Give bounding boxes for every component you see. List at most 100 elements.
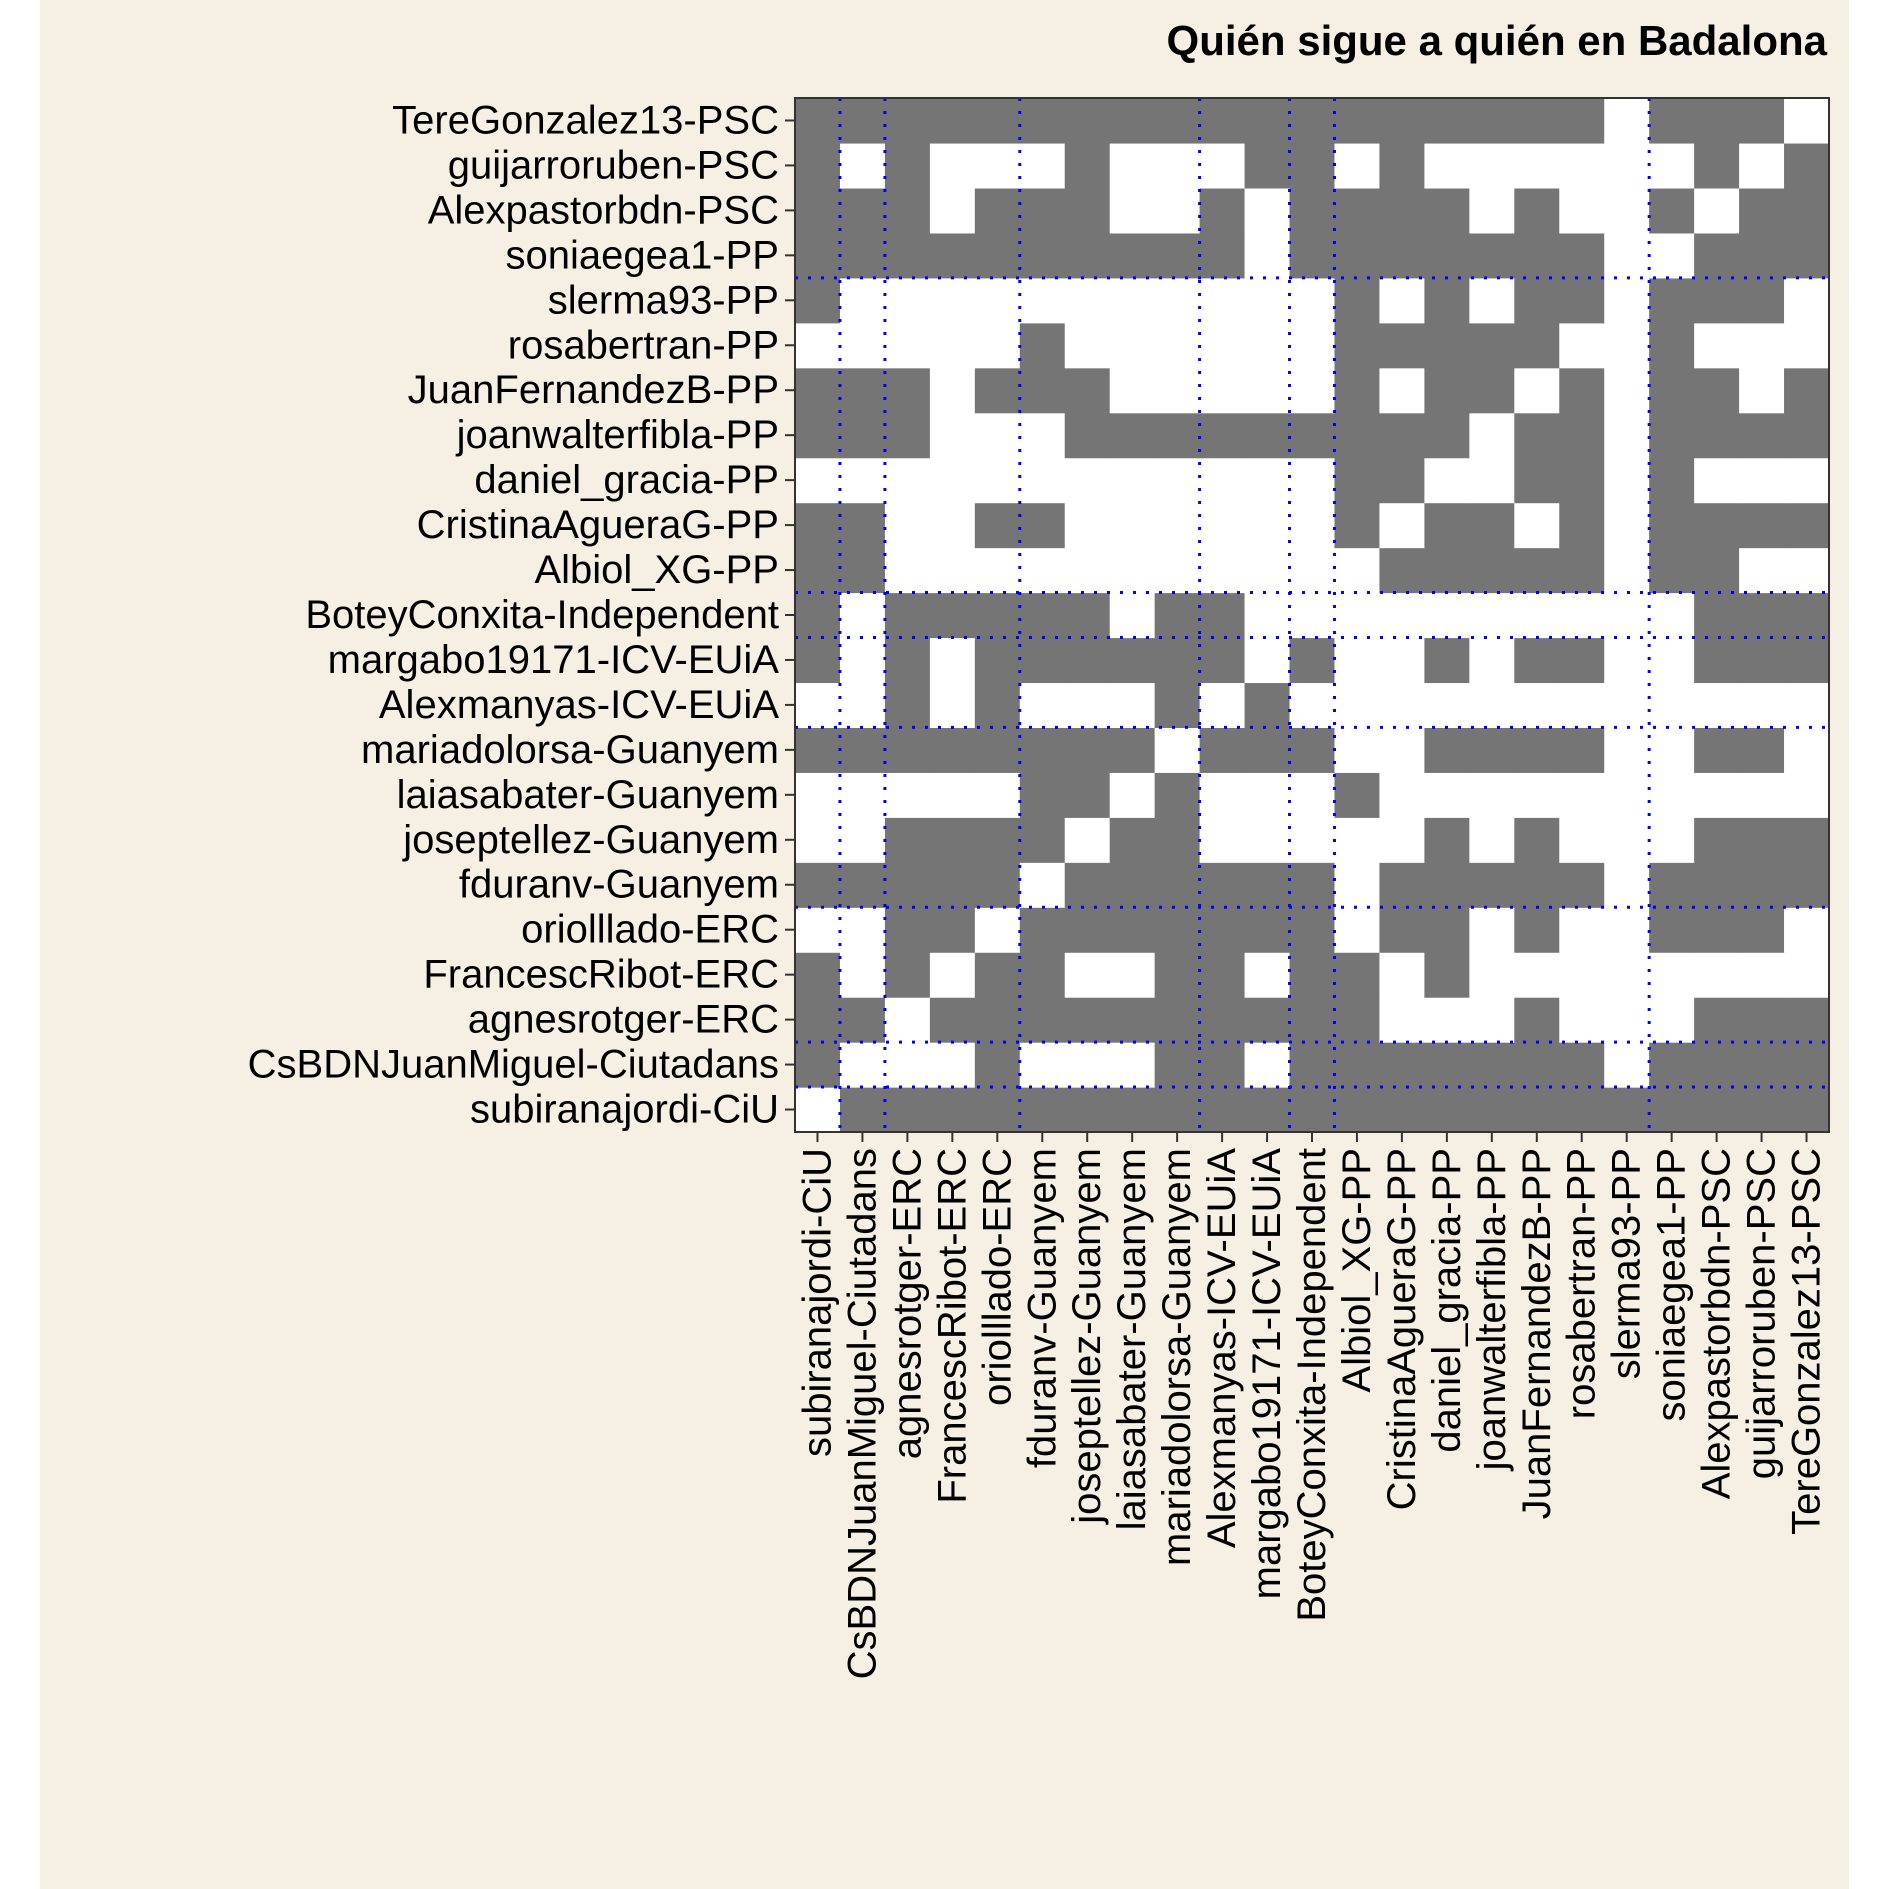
heatmap-cell [1694, 862, 1740, 908]
heatmap-cell [1469, 727, 1515, 773]
heatmap-cell [1244, 817, 1291, 863]
heatmap-cell [1784, 367, 1830, 414]
heatmap-cell [1244, 772, 1291, 818]
heatmap-cell [974, 682, 1021, 728]
heatmap-cell [839, 727, 886, 773]
heatmap-cell [795, 637, 841, 684]
heatmap-cell [1244, 907, 1291, 953]
x-tick-label: agnesrotger-ERC [885, 1148, 929, 1459]
heatmap-cell [1649, 187, 1695, 234]
heatmap-cell [839, 637, 886, 684]
heatmap-cell [795, 187, 841, 234]
heatmap-cell [1784, 412, 1830, 459]
heatmap-cell [1784, 277, 1830, 324]
heatmap-cell [1064, 232, 1111, 279]
heatmap-cell [1559, 187, 1605, 234]
heatmap-cell [974, 502, 1021, 549]
heatmap-cell [974, 277, 1021, 324]
heatmap-cell [1469, 682, 1515, 728]
heatmap-cell [1154, 142, 1201, 189]
heatmap-cell [929, 502, 976, 549]
heatmap-cell [1739, 592, 1785, 639]
heatmap-cell [1649, 817, 1695, 863]
heatmap-cell [1514, 502, 1560, 549]
heatmap-cell [1334, 277, 1381, 324]
heatmap-cells [795, 98, 1830, 1133]
heatmap-cell [929, 98, 976, 144]
heatmap-cell [1289, 637, 1336, 684]
heatmap-cell [1739, 952, 1785, 998]
heatmap-cell [1559, 322, 1605, 369]
heatmap-cell [1019, 98, 1066, 144]
y-tick-label: soniaegea1-PP [505, 233, 779, 277]
heatmap-cell [1694, 952, 1740, 998]
heatmap-cell [1379, 322, 1425, 369]
heatmap-cell [1334, 502, 1381, 549]
y-tick-label: JuanFernandezB-PP [408, 368, 779, 412]
heatmap-cell [1334, 862, 1381, 908]
heatmap-cell [1064, 637, 1111, 684]
heatmap-cell [795, 907, 841, 953]
heatmap-cell [1424, 187, 1470, 234]
heatmap-cell [1019, 457, 1066, 504]
heatmap-cell [1199, 862, 1246, 908]
heatmap-cell [1469, 592, 1515, 639]
heatmap-cell [884, 817, 931, 863]
heatmap-cell [1739, 907, 1785, 953]
heatmap-cell [929, 952, 976, 998]
y-tick-label: oriolllado-ERC [521, 908, 779, 952]
heatmap-cell [1244, 952, 1291, 998]
heatmap-cell [1784, 322, 1830, 369]
heatmap-cell [1694, 457, 1740, 504]
heatmap-cell [1379, 997, 1425, 1043]
heatmap-cell [1559, 772, 1605, 818]
heatmap-cell [929, 142, 976, 189]
heatmap-cell [1109, 502, 1156, 549]
heatmap-cell [1379, 142, 1425, 189]
heatmap-cell [1334, 817, 1381, 863]
heatmap-cell [1154, 502, 1201, 549]
heatmap-cell [1109, 277, 1156, 324]
heatmap-cell [1424, 592, 1470, 639]
heatmap-cell [1469, 952, 1515, 998]
heatmap-cell [884, 232, 931, 279]
heatmap-cell [1784, 592, 1830, 639]
heatmap-cell [1019, 682, 1066, 728]
heatmap-cell [1649, 1087, 1695, 1133]
heatmap-cell [974, 637, 1021, 684]
heatmap-cell [1784, 1087, 1830, 1133]
heatmap-cell [1199, 412, 1246, 459]
y-tick-label: margabo19171-ICV-EUiA [328, 638, 780, 682]
heatmap-cell [1019, 547, 1066, 594]
heatmap-cell [1604, 1042, 1650, 1088]
heatmap-cell [1604, 412, 1650, 459]
heatmap-cell [1604, 457, 1650, 504]
heatmap-cell [1109, 322, 1156, 369]
heatmap-cell [1604, 98, 1650, 144]
heatmap-cell [1694, 187, 1740, 234]
heatmap-cell [1019, 817, 1066, 863]
heatmap-cell [1154, 1087, 1201, 1133]
heatmap-cell [1199, 952, 1246, 998]
heatmap-cell [1739, 637, 1785, 684]
heatmap-cell [1649, 862, 1695, 908]
heatmap-cell [1649, 727, 1695, 773]
heatmap-cell [1559, 277, 1605, 324]
heatmap-cell [1694, 322, 1740, 369]
heatmap-cell [1604, 232, 1650, 279]
heatmap-cell [1649, 547, 1695, 594]
heatmap-cell [839, 412, 886, 459]
heatmap-cell [1199, 277, 1246, 324]
heatmap-cell [1694, 367, 1740, 414]
y-axis-labels: subiranajordi-CiUCsBDNJuanMiguel-Ciutada… [248, 98, 795, 1132]
heatmap-cell [1604, 277, 1650, 324]
heatmap-cell [795, 412, 841, 459]
heatmap-cell [1469, 637, 1515, 684]
heatmap-cell [1109, 1087, 1156, 1133]
heatmap-cell [929, 1042, 976, 1088]
heatmap-cell [1424, 502, 1470, 549]
heatmap-cell [929, 817, 976, 863]
heatmap-cell [1424, 142, 1470, 189]
heatmap-cell [1289, 457, 1336, 504]
